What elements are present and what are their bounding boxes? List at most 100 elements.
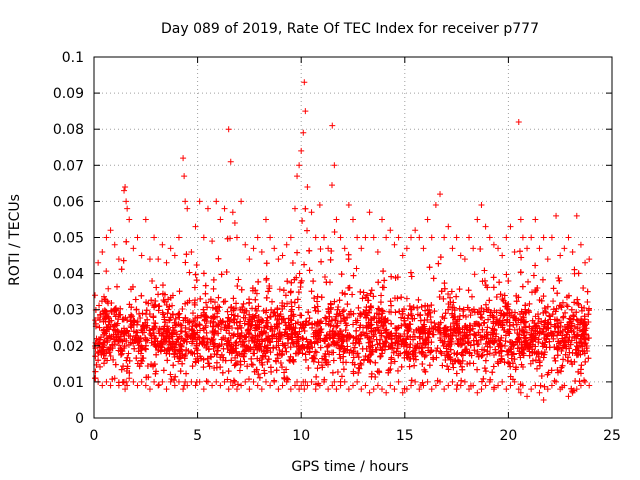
roti-point xyxy=(562,351,569,358)
roti-point xyxy=(578,304,585,311)
roti-point xyxy=(134,318,141,325)
roti-point xyxy=(490,363,497,370)
roti-point xyxy=(575,270,582,277)
roti-point xyxy=(153,351,160,358)
roti-point xyxy=(496,342,503,349)
roti-point xyxy=(526,300,533,307)
roti-point xyxy=(440,295,447,302)
roti-point xyxy=(534,328,541,335)
roti-point xyxy=(526,352,533,359)
roti-point xyxy=(367,352,374,359)
roti-point xyxy=(541,331,548,338)
roti-point xyxy=(200,306,207,313)
roti-point xyxy=(254,336,261,343)
roti-point xyxy=(484,307,491,314)
roti-point xyxy=(563,345,570,352)
roti-point xyxy=(258,355,265,362)
roti-point xyxy=(172,373,179,380)
roti-point xyxy=(144,337,151,344)
roti-point xyxy=(345,256,352,263)
roti-point xyxy=(200,311,207,318)
roti-point xyxy=(424,334,431,341)
roti-point xyxy=(266,283,273,290)
roti-point xyxy=(228,357,235,364)
roti-point xyxy=(163,329,170,336)
roti-point xyxy=(325,310,332,317)
roti-point xyxy=(533,322,540,329)
roti-point xyxy=(437,254,444,261)
roti-point xyxy=(377,353,384,360)
roti-point xyxy=(208,314,215,321)
roti-point xyxy=(441,285,448,292)
roti-point xyxy=(282,292,289,299)
roti-point xyxy=(530,272,537,279)
roti-point xyxy=(392,340,399,347)
roti-point xyxy=(203,378,210,385)
roti-point xyxy=(300,335,307,342)
roti-point xyxy=(461,340,468,347)
roti-point xyxy=(175,311,182,318)
roti-point xyxy=(475,341,482,348)
roti-point xyxy=(173,341,180,348)
roti-point xyxy=(357,310,364,317)
roti-point xyxy=(192,271,199,278)
roti-point xyxy=(480,375,487,382)
roti-point xyxy=(197,295,204,302)
roti-point xyxy=(121,335,128,342)
roti-point xyxy=(484,331,491,338)
roti-point xyxy=(297,312,304,319)
roti-point xyxy=(338,271,345,278)
roti-point xyxy=(416,312,423,319)
roti-point xyxy=(566,349,573,356)
roti-point xyxy=(419,330,426,337)
roti-point xyxy=(291,299,298,306)
roti-point xyxy=(457,360,464,367)
roti-point xyxy=(453,370,460,377)
roti-point xyxy=(314,293,321,300)
roti-point xyxy=(379,310,386,317)
roti-point xyxy=(515,294,522,301)
roti-point xyxy=(150,304,157,311)
roti-point xyxy=(211,350,218,357)
roti-point xyxy=(580,326,587,333)
roti-point xyxy=(450,320,457,327)
roti-point xyxy=(177,340,184,347)
roti-point xyxy=(434,345,441,352)
roti-point xyxy=(328,349,335,356)
roti-point xyxy=(376,306,383,313)
roti-point xyxy=(547,329,554,336)
roti-point xyxy=(388,273,395,280)
roti-point xyxy=(554,369,561,376)
roti-point xyxy=(148,335,155,342)
roti-point xyxy=(177,328,184,335)
roti-point xyxy=(162,319,169,326)
roti-point xyxy=(379,284,386,291)
roti-point xyxy=(128,313,135,320)
roti-point xyxy=(583,342,590,349)
roti-point xyxy=(339,289,346,296)
roti-point xyxy=(349,349,356,356)
roti-point xyxy=(453,293,460,300)
roti-point xyxy=(482,357,489,364)
roti-point xyxy=(559,299,566,306)
roti-point xyxy=(549,311,556,318)
roti-point xyxy=(275,342,282,349)
roti-point xyxy=(409,333,416,340)
roti-point xyxy=(202,290,209,297)
roti-point xyxy=(550,298,557,305)
roti-point xyxy=(92,353,99,360)
roti-point xyxy=(466,327,473,334)
roti-point xyxy=(264,314,271,321)
roti-point xyxy=(208,336,215,343)
roti-point xyxy=(165,306,172,313)
roti-point xyxy=(120,257,127,264)
roti-point xyxy=(341,347,348,354)
roti-point xyxy=(264,323,271,330)
roti-point xyxy=(235,276,242,283)
roti-point xyxy=(111,338,118,345)
roti-point xyxy=(377,299,384,306)
roti-point xyxy=(519,283,526,290)
roti-point xyxy=(464,360,471,367)
roti-point xyxy=(262,353,269,360)
roti-point xyxy=(160,297,167,304)
